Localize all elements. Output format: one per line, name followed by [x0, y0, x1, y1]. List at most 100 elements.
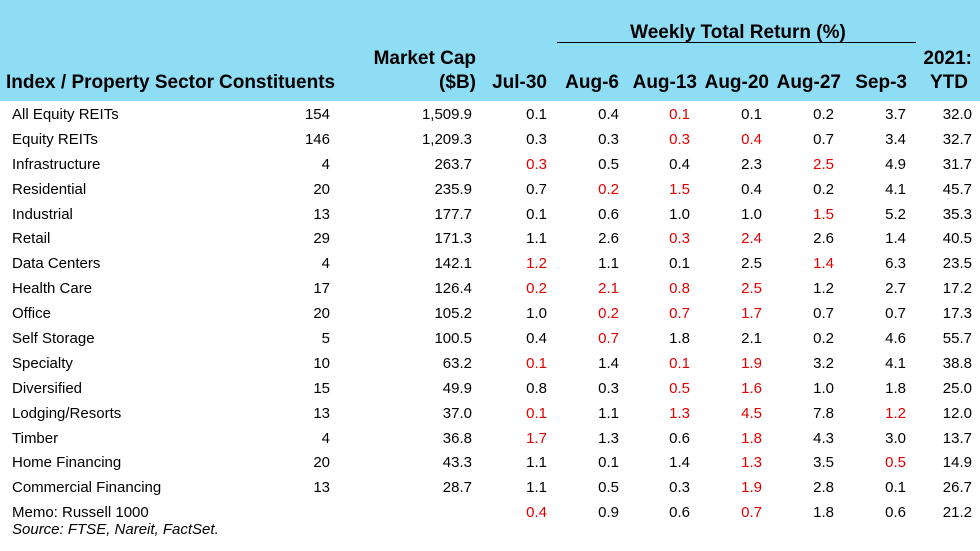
table-row: Infrastructure 4 263.7 0.3 0.5 0.4 2.3 2.5 4.9 31…: [0, 153, 980, 178]
weekly-return-6: 6.3: [885, 255, 906, 273]
table-row: Diversified 15 49.9 0.8 0.3 0.5 1.6 1.0 1.8 25.0: [0, 377, 980, 402]
weekly-return-5: 1.5: [813, 205, 834, 223]
weekly-return-4: 1.0: [741, 205, 762, 223]
market-cap-value: 49.9: [442, 379, 472, 397]
sector-name: Industrial: [12, 205, 73, 223]
sector-name: Residential: [12, 180, 87, 198]
weekly-return-5: 0.7: [813, 305, 834, 323]
market-cap-value: 100.5: [434, 330, 472, 348]
weekly-return-3: 0.4: [669, 155, 690, 173]
table-row: Home Financing 20 43.3 1.1 0.1 1.4 1.3 3.5 0.5 14…: [0, 451, 980, 476]
weekly-return-4: 0.4: [741, 180, 762, 198]
source-note: Source: FTSE, Nareit, FactSet.: [12, 521, 219, 538]
ytd-value: 31.7: [942, 155, 972, 173]
constituents-value: 154: [304, 106, 330, 123]
sector-name: Memo: Russell 1000: [12, 504, 149, 522]
weekly-return-1: 1.7: [526, 429, 547, 447]
ytd-value: 23.5: [942, 255, 972, 273]
weekly-return-6: 3.4: [885, 130, 906, 148]
weekly-return-5: 1.0: [813, 379, 834, 397]
weekly-return-6: 4.1: [885, 180, 906, 198]
table-row: Equity REITs 146 1,209.3 0.3 0.3 0.3 0.4 0.7 3.4…: [0, 128, 980, 153]
weekly-return-3: 1.5: [669, 180, 690, 198]
market-cap-value: 43.3: [442, 454, 472, 472]
sector-name: Health Care: [12, 280, 93, 298]
weekly-return-2: 1.1: [598, 255, 619, 273]
col-header-week-1: Jul-30: [492, 72, 547, 93]
weekly-return-5: 0.2: [813, 180, 834, 198]
sector-name: Diversified: [12, 379, 83, 397]
weekly-return-4: 2.3: [741, 155, 762, 173]
weekly-return-2: 1.4: [598, 354, 619, 372]
weekly-return-5: 2.5: [813, 155, 834, 173]
weekly-return-6: 2.7: [885, 280, 906, 298]
weekly-return-6: 1.8: [885, 379, 906, 397]
weekly-return-2: 0.6: [598, 205, 619, 223]
weekly-return-6: 0.1: [885, 479, 906, 497]
weekly-return-4: 1.6: [741, 379, 762, 397]
ytd-value: 55.7: [942, 330, 972, 348]
constituents-value: 13: [313, 479, 330, 497]
weekly-return-2: 0.9: [598, 504, 619, 522]
weekly-return-4: 2.5: [741, 255, 762, 273]
ytd-value: 17.2: [942, 280, 972, 298]
weekly-return-6: 3.7: [885, 106, 906, 123]
table-row: Commercial Financing 13 28.7 1.1 0.5 0.3 1.9 2.…: [0, 476, 980, 501]
table-row: Office 20 105.2 1.0 0.2 0.7 1.7 0.7 0.7 17.3: [0, 302, 980, 327]
weekly-return-3: 0.8: [669, 280, 690, 298]
ytd-value: 17.3: [942, 305, 972, 323]
weekly-return-2: 0.5: [598, 479, 619, 497]
sector-name: All Equity REITs: [12, 106, 119, 123]
weekly-return-2: 0.2: [598, 180, 619, 198]
col-header-ytd-line2: YTD: [930, 72, 968, 93]
weekly-return-1: 0.4: [526, 330, 547, 348]
weekly-return-3: 0.1: [669, 106, 690, 123]
weekly-return-4: 0.1: [741, 106, 762, 123]
weekly-return-5: 7.8: [813, 404, 834, 422]
ytd-value: 40.5: [942, 230, 972, 248]
table-row: Self Storage 5 100.5 0.4 0.7 1.8 2.1 0.2 4.6 55.7: [0, 327, 980, 352]
market-cap-value: 142.1: [434, 255, 472, 273]
weekly-return-5: 2.6: [813, 230, 834, 248]
constituents-value: 4: [321, 429, 330, 447]
weekly-return-2: 0.5: [598, 155, 619, 173]
col-header-week-2: Aug-6: [565, 72, 619, 93]
weekly-return-5: 0.2: [813, 330, 834, 348]
weekly-return-4: 2.4: [741, 230, 762, 248]
weekly-return-1: 1.2: [526, 255, 547, 273]
weekly-return-1: 1.1: [526, 230, 547, 248]
weekly-return-3: 0.3: [669, 130, 690, 148]
market-cap-value: 177.7: [434, 205, 472, 223]
weekly-return-2: 2.1: [598, 280, 619, 298]
col-header-week-5: Aug-27: [776, 72, 841, 93]
table-row: Health Care 17 126.4 0.2 2.1 0.8 2.5 1.2 2.7 17.2: [0, 277, 980, 302]
col-header-week-3: Aug-13: [632, 72, 697, 93]
weekly-return-3: 1.0: [669, 205, 690, 223]
weekly-return-1: 0.1: [526, 106, 547, 123]
sector-name: Equity REITs: [12, 130, 98, 148]
weekly-return-3: 0.3: [669, 479, 690, 497]
market-cap-value: 63.2: [442, 354, 472, 372]
ytd-value: 13.7: [942, 429, 972, 447]
weekly-return-5: 1.4: [813, 255, 834, 273]
weekly-return-group-title: Weekly Total Return (%): [630, 22, 846, 43]
weekly-return-4: 4.5: [741, 404, 762, 422]
constituents-value: 29: [313, 230, 330, 248]
constituents-value: 20: [313, 454, 330, 472]
market-cap-value: 105.2: [434, 305, 472, 323]
sector-name: Data Centers: [12, 255, 101, 273]
sector-name: Office: [12, 305, 51, 323]
weekly-return-1: 1.1: [526, 454, 547, 472]
weekly-return-3: 0.7: [669, 305, 690, 323]
weekly-return-3: 1.8: [669, 330, 690, 348]
constituents-value: 4: [321, 155, 330, 173]
weekly-return-3: 1.4: [669, 454, 690, 472]
weekly-return-1: 0.1: [526, 354, 547, 372]
weekly-return-4: 2.5: [741, 280, 762, 298]
market-cap-value: 263.7: [434, 155, 472, 173]
weekly-return-1: 1.0: [526, 305, 547, 323]
ytd-value: 26.7: [942, 479, 972, 497]
sector-name: Self Storage: [12, 330, 95, 348]
market-cap-value: 126.4: [434, 280, 472, 298]
ytd-value: 38.8: [942, 354, 972, 372]
